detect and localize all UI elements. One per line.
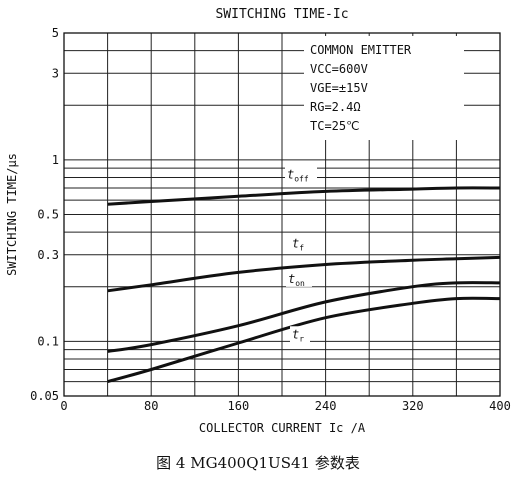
series-label-background xyxy=(286,270,312,287)
figure-caption: 图 4 MG400Q1US41 参数表 xyxy=(156,454,360,472)
series-label-toff: toff xyxy=(287,167,309,183)
annotation-line: VCC=600V xyxy=(310,62,368,76)
annotation-line: TC=25℃ xyxy=(310,119,360,133)
y-tick-label: 0.3 xyxy=(37,248,59,262)
annotation-line: RG=2.4Ω xyxy=(310,100,361,114)
annotation-line: VGE=±15V xyxy=(310,81,368,95)
x-axis-title: COLLECTOR CURRENT Ic /A xyxy=(199,421,366,435)
series-label-tr: tr xyxy=(292,327,304,343)
y-axis-title: SWITCHING TIME/μs xyxy=(5,153,19,276)
x-tick-label: 240 xyxy=(315,399,337,413)
series-label-background xyxy=(285,166,317,183)
x-tick-label: 0 xyxy=(60,399,67,413)
y-tick-label: 0.5 xyxy=(37,208,59,222)
annotation-line: COMMON EMITTER xyxy=(310,43,412,57)
chart-title: SWITCHING TIME-Ic xyxy=(215,7,348,22)
series-line-tf xyxy=(107,255,501,293)
series-label-background xyxy=(290,326,310,343)
plot-frame xyxy=(63,32,501,397)
x-tick-label: 80 xyxy=(144,399,158,413)
y-tick-label: 1 xyxy=(52,153,59,167)
series-line-tr xyxy=(107,296,501,384)
series-line-toff xyxy=(107,186,501,206)
x-tick-label: 320 xyxy=(402,399,424,413)
x-tick-label: 400 xyxy=(489,399,511,413)
y-tick-label: 0.1 xyxy=(37,334,59,348)
series-label-ton: ton xyxy=(288,272,305,288)
y-tick-label: 0.05 xyxy=(30,389,59,403)
y-tick-label: 3 xyxy=(52,66,59,80)
y-tick-label: 5 xyxy=(52,26,59,40)
series-label-tf: tf xyxy=(292,236,304,252)
conditions-annotation: COMMON EMITTER VCC=600V VGE=±15V RG=2.4Ω… xyxy=(304,36,464,140)
series-label-background xyxy=(290,235,310,252)
series-layer xyxy=(107,186,501,384)
annotation-background xyxy=(304,36,464,140)
x-tick-label: 160 xyxy=(228,399,250,413)
series-labels: toff tf ton tr xyxy=(285,166,317,343)
series-line-ton xyxy=(107,281,501,353)
tick-labels: 0 80 160 240 320 400 0.05 0.1 0.3 0.5 1 3 5 xyxy=(30,26,511,413)
